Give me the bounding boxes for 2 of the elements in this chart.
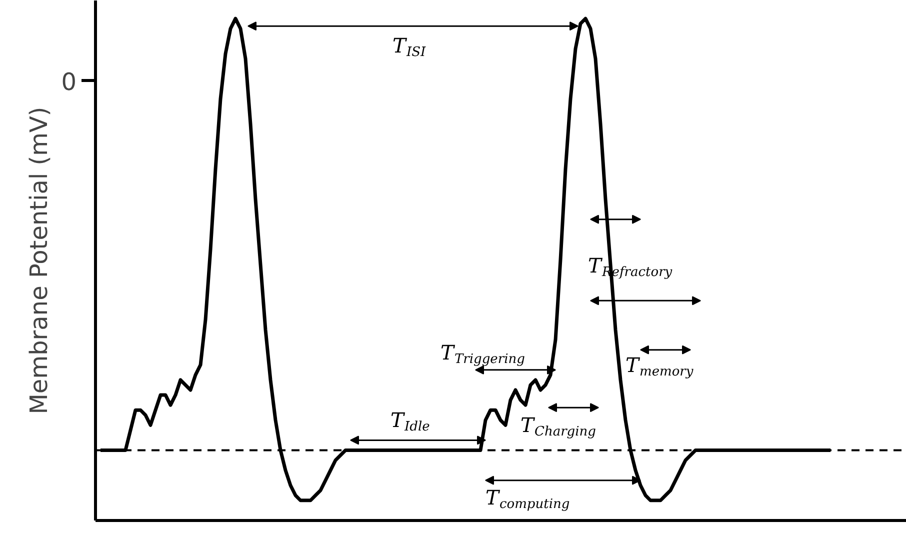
y-axis-title: Membrane Potential (mV) [25,106,54,414]
text: 0 [61,68,77,96]
